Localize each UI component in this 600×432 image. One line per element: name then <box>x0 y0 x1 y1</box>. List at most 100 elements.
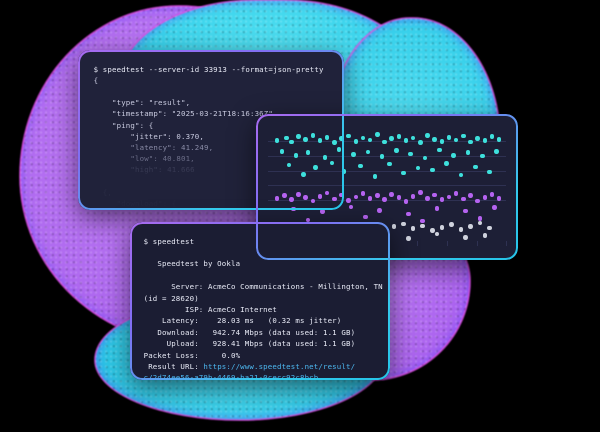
chart-dot-download <box>293 153 299 158</box>
chart-dot-download <box>375 132 380 137</box>
chart-dot-latency <box>410 226 416 231</box>
chart-dot-upload <box>360 191 366 196</box>
chart-dot-latency <box>439 224 445 230</box>
chart-dot-upload <box>348 204 354 210</box>
chart-dot-upload <box>439 197 445 202</box>
chart-dot-latency <box>458 226 464 232</box>
chart-tick <box>476 241 478 247</box>
summary-line: Packet Loss: 0.0% <box>143 350 241 360</box>
chart-dot-download <box>303 137 308 142</box>
chart-dot-latency <box>429 228 435 233</box>
result-url-link[interactable]: https://www.speedtest.net/result/ <box>203 362 356 372</box>
chart-gridline <box>267 170 507 172</box>
chart-dot-download <box>367 137 373 143</box>
chart-dot-latency <box>487 225 492 231</box>
chart-tick <box>506 241 508 247</box>
chart-dot-download <box>489 134 495 139</box>
chart-dot-upload <box>320 209 325 215</box>
chart-dot-download <box>317 138 323 143</box>
chart-dot-download <box>279 149 285 154</box>
chart-dot-upload <box>396 195 402 200</box>
json-line: "ping": { <box>93 120 154 130</box>
chart-dot-latency <box>391 224 397 229</box>
chart-dot-upload <box>346 198 351 203</box>
chart-dot-download <box>360 135 366 141</box>
chart-dot-download <box>372 173 378 179</box>
chart-dot-latency <box>463 234 468 240</box>
chart-dot-download <box>351 152 356 158</box>
chart-dot-latency <box>449 222 454 227</box>
chart-dot-download <box>444 161 449 166</box>
chart-dot-upload <box>425 196 430 201</box>
chart-dot-download <box>382 139 387 145</box>
json-line: "download": { <box>93 199 177 209</box>
chart-dot-upload <box>353 194 359 200</box>
json-line: "type": "result", <box>93 98 191 108</box>
json-line <box>94 86 343 97</box>
chart-dot-latency <box>401 221 406 227</box>
chart-dot-download <box>480 153 485 159</box>
chart-dot-download <box>365 149 371 155</box>
chart-dot-download <box>346 133 351 139</box>
chart-dot-upload <box>489 192 495 197</box>
chart-dot-upload <box>468 193 473 198</box>
scatter-chart <box>258 116 517 259</box>
summary-line: Download: 942.74 Mbps (data used: 1.1 GB… <box>143 327 356 337</box>
chart-dot-upload <box>406 211 411 217</box>
chart-dot-upload <box>339 192 344 198</box>
chart-dot-upload <box>418 190 423 195</box>
chart-dot-download <box>389 136 394 141</box>
chart-dot-download <box>461 133 466 139</box>
chart-dot-download <box>439 139 445 144</box>
chart-dot-download <box>451 153 457 158</box>
chart-dot-upload <box>367 196 373 201</box>
chart-dot-upload <box>410 194 416 199</box>
chart-dot-upload <box>453 191 459 196</box>
json-line: { <box>93 75 99 85</box>
chart-dot-download <box>453 137 459 143</box>
chart-dot-upload <box>332 196 337 202</box>
chart-gridline <box>267 155 507 157</box>
chart-dot-upload <box>382 197 387 202</box>
chart-dot-download <box>425 132 430 138</box>
chart-dot-download <box>322 155 328 160</box>
chart-gridline <box>267 200 507 202</box>
chart-dot-download <box>429 167 435 173</box>
json-line: "jitter": 0.370, <box>93 131 204 141</box>
chart-dot-download <box>418 140 423 145</box>
chart-dot-upload <box>446 194 452 200</box>
chart-dot-upload <box>310 198 316 204</box>
summary-line: Latency: 28.03 ms (0.32 ms jitter) <box>143 316 342 326</box>
chart-dot-download <box>472 164 478 170</box>
chart-dot-upload <box>303 195 308 200</box>
chart-dot-download <box>324 135 330 140</box>
summary-line: ISP: AcmeCo Internet <box>143 305 277 315</box>
chart-dot-download <box>296 134 301 139</box>
json-line: $ speedtest --server-id 33913 --format=j… <box>93 64 324 74</box>
chart-tick <box>416 241 418 247</box>
json-line: "low": 40.801, <box>93 154 195 164</box>
chart-dot-download <box>496 137 502 142</box>
chart-dot-download <box>494 149 500 154</box>
summary-line <box>144 270 389 281</box>
chart-dot-download <box>396 134 402 139</box>
chart-dot-latency <box>477 220 483 226</box>
chart-dot-download <box>312 165 318 170</box>
chart-dot-download <box>274 138 280 143</box>
chart-dot-download <box>332 140 337 145</box>
chart-tick <box>446 241 448 247</box>
chart-gridline <box>267 185 507 187</box>
summary-line: Server: AcmeCo Communications - Millingt… <box>143 282 383 292</box>
chart-dot-upload <box>375 193 380 198</box>
chart-dot-latency <box>468 224 473 229</box>
chart-dot-download <box>422 155 428 161</box>
result-url-link-continued[interactable]: c/2d74ee56-a79b-4469-ba21-0cecc92c8bcb <box>143 373 319 379</box>
chart-dot-download <box>487 169 492 175</box>
result-url-line: Result URL: https://www.speedtest.net/re… <box>144 361 389 372</box>
summary-line: (id = 28620) <box>143 293 199 303</box>
chart-dot-download <box>358 163 363 169</box>
chart-dot-download <box>465 150 471 156</box>
chart-dot-upload <box>420 218 426 224</box>
chart-dot-latency <box>482 232 488 238</box>
chart-dot-upload <box>463 208 468 214</box>
